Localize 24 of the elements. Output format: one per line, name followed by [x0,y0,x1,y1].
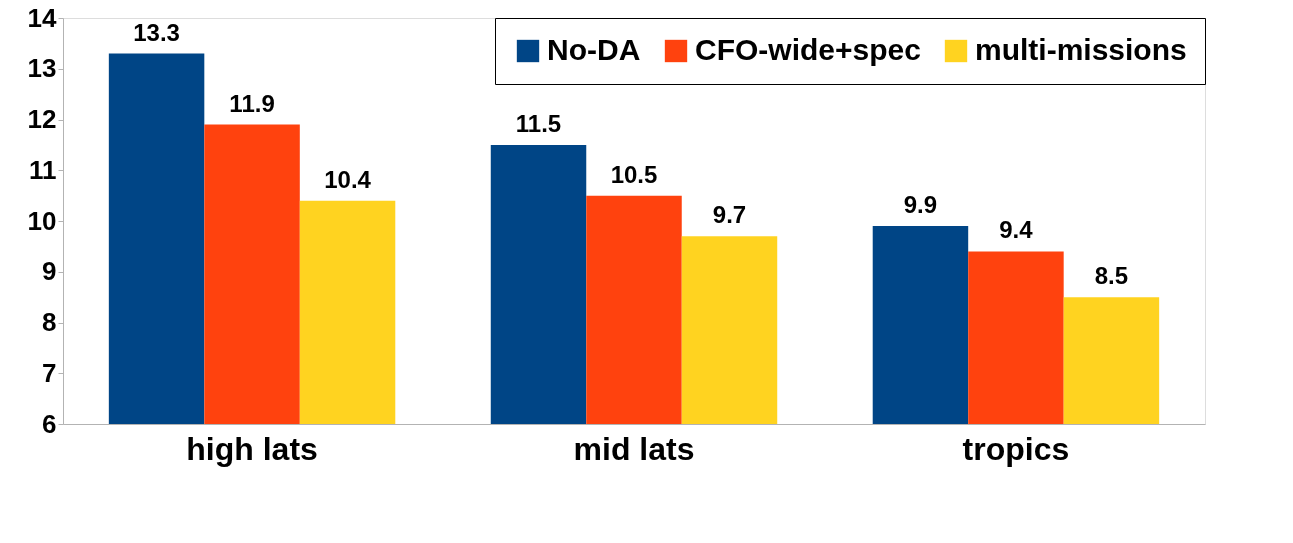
y-tick-label: 10 [27,205,57,236]
x-tick-label: tropics [962,430,1070,467]
y-tick-label: 12 [27,104,57,134]
y-tick-label: 8 [42,307,57,337]
y-tick-label: 6 [42,408,57,439]
y-tick-label: 13 [27,53,57,84]
y-tick-label: 7 [42,357,57,388]
data-label: 9.9 [903,191,938,219]
y-tick-label: 9 [42,256,57,287]
data-label: 13.3 [133,18,180,46]
data-label: 11.9 [229,89,275,117]
data-label: 8.5 [1094,262,1129,290]
data-label: 10.5 [610,160,658,188]
legend-label: No-DA [547,33,641,66]
data-label: 10.4 [324,165,372,193]
x-tick-label: mid lats [573,430,695,467]
data-label: 9.4 [999,216,1034,244]
y-tick-label: 14 [27,2,58,33]
x-tick-label: high lats [186,430,318,467]
legend-label: multi-missions [975,33,1187,66]
legend-label: CFO-wide+spec [695,33,921,66]
data-label: 9.7 [712,201,747,229]
y-tick-label: 11 [29,154,57,185]
data-label: 11.5 [515,109,562,137]
